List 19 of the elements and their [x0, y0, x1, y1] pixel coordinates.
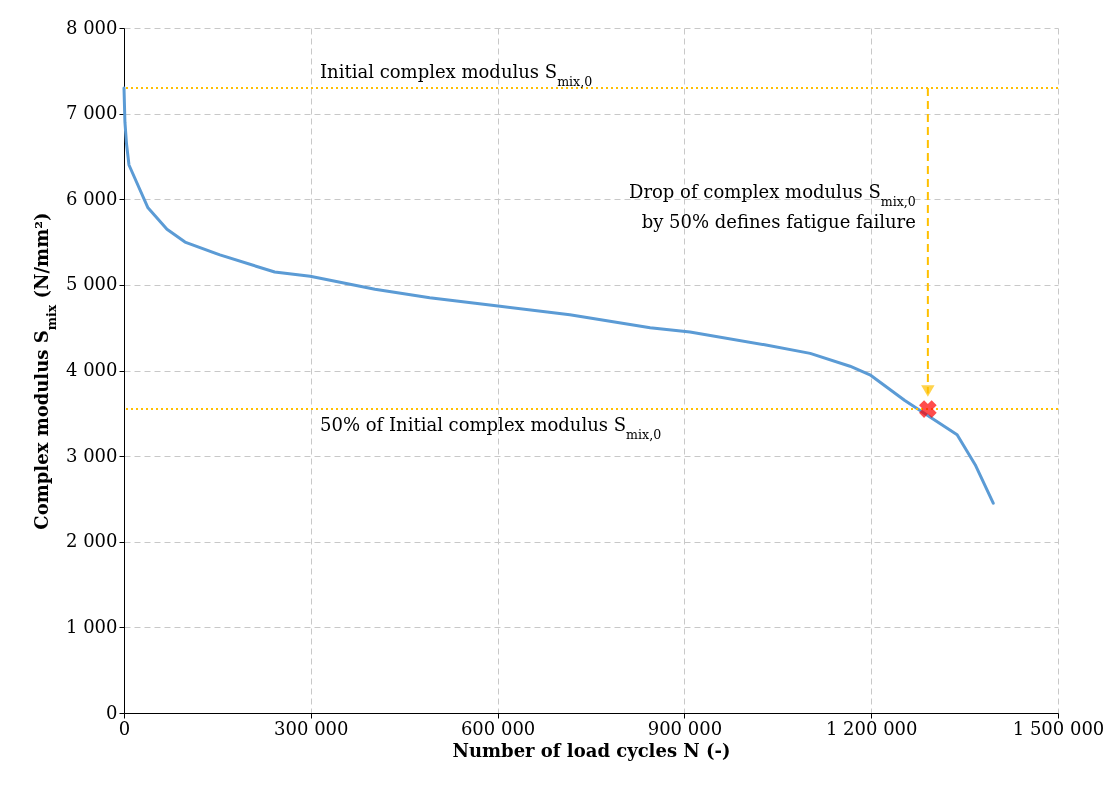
y-tick-label: 0: [106, 701, 118, 723]
annotation: Drop of complex modulus S$_{mix,0}$ by 50% defines fatigue failure: [628, 181, 916, 233]
line-series: [122, 86, 995, 505]
y-tick-label: 2 000: [65, 530, 118, 552]
x-axis-title: Number of load cycles N (-): [452, 739, 731, 761]
x-tick-label: 600 000: [460, 717, 536, 739]
y-tick-label: 4 000: [65, 359, 118, 380]
y-tick-label: 3 000: [65, 444, 118, 466]
y-tick-label: 5 000: [65, 273, 118, 295]
y-tick-label: 7 000: [65, 102, 118, 124]
y-tick-label: 1 000: [65, 615, 118, 637]
x-tick-label: 1 200 000: [825, 717, 918, 739]
x-tick-label: 300 000: [274, 717, 349, 739]
ref-line-label: Initial complex modulus S$_{mix,0}$: [320, 60, 593, 89]
ref-line-label: 50% of Initial complex modulus S$_{mix,0}$: [320, 414, 662, 442]
y-tick-label: 8 000: [65, 16, 118, 38]
y-tick-label: 6 000: [65, 187, 118, 209]
x-tick-label: 900 000: [647, 717, 723, 739]
x-tick-label: 1 500 000: [1012, 717, 1105, 739]
